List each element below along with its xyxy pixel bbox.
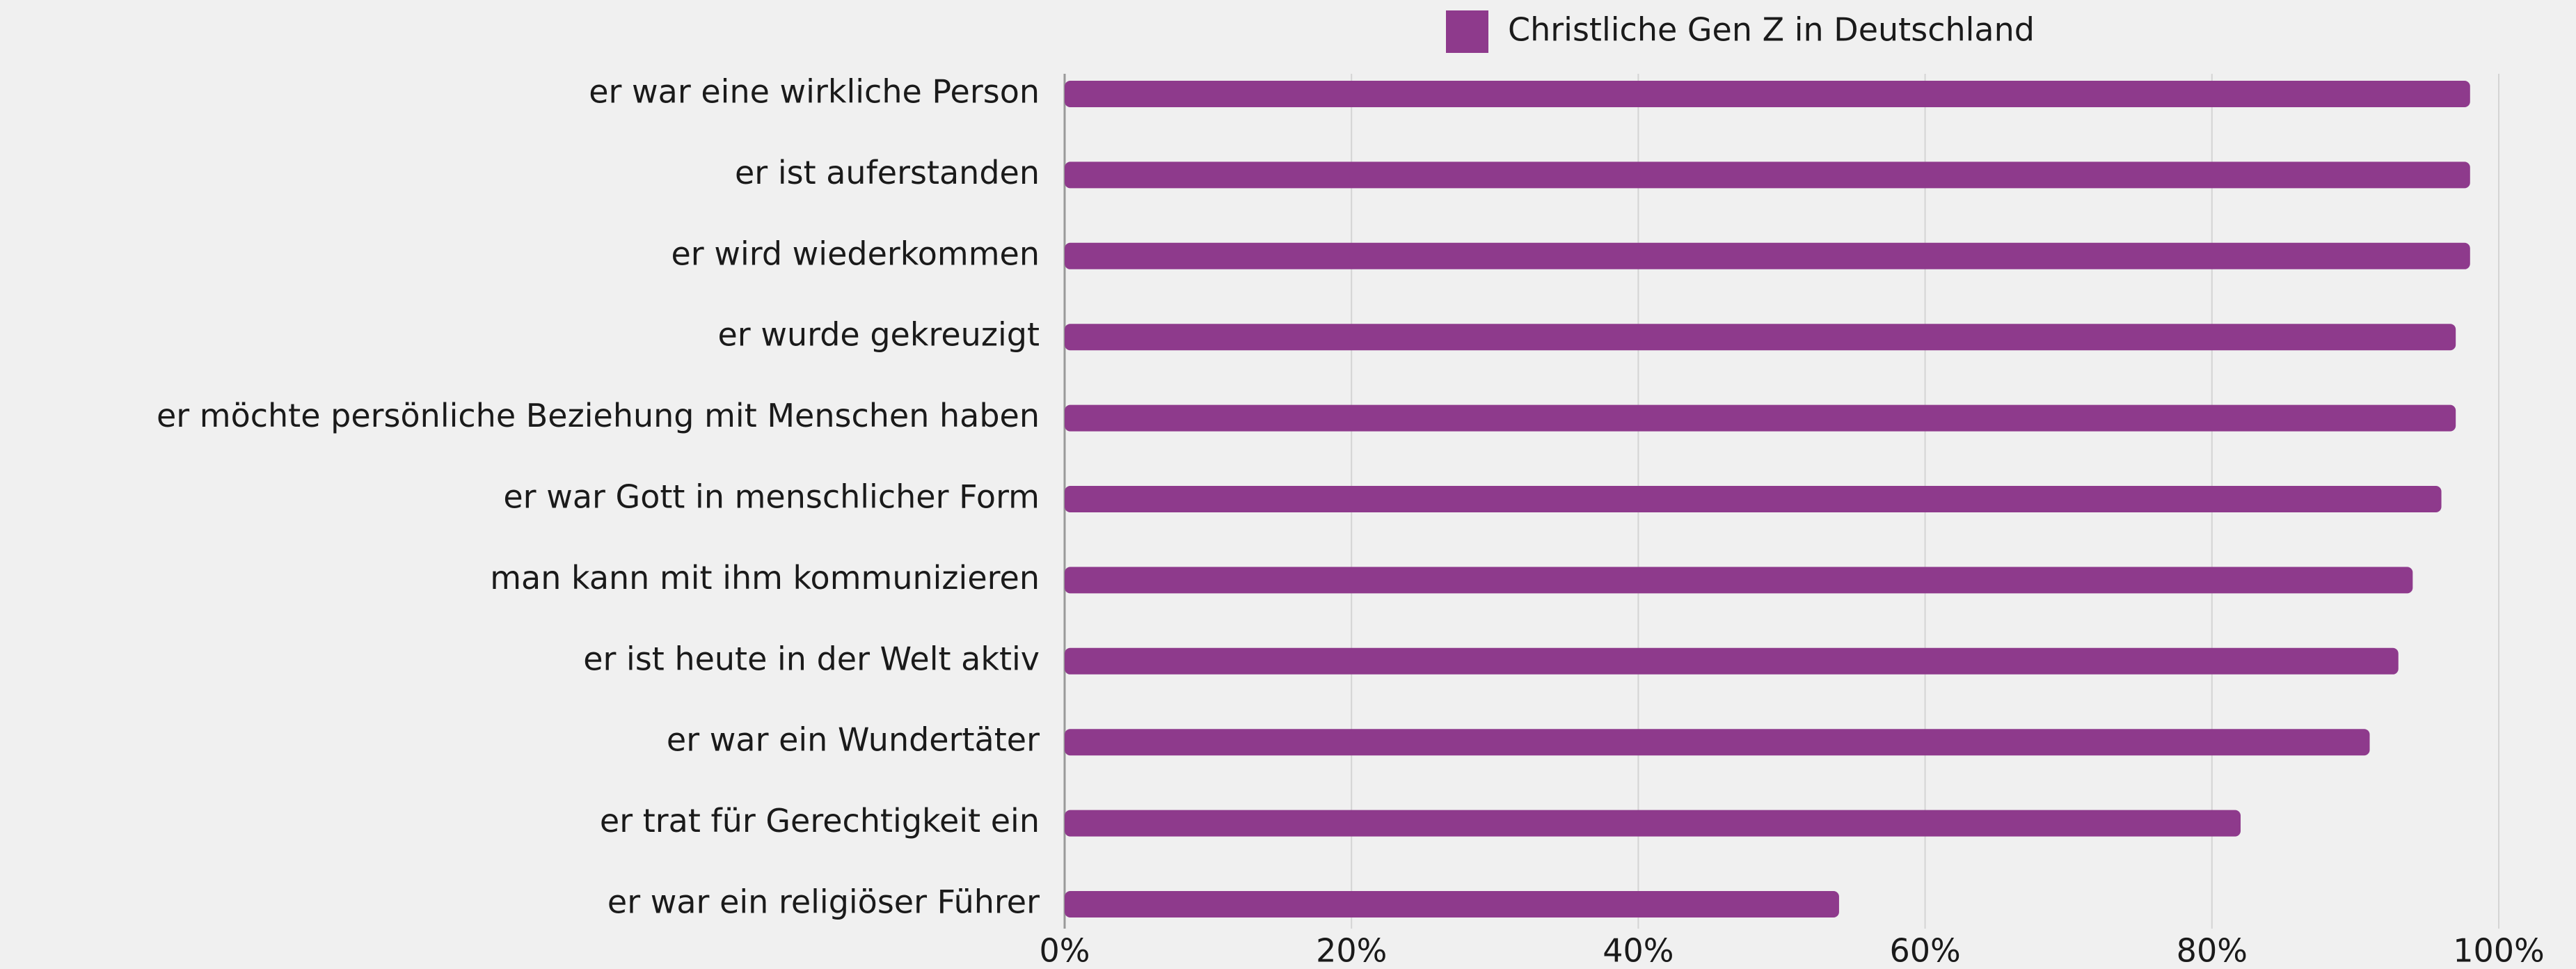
y-tick-label: er wird wiederkommen (671, 235, 1040, 272)
y-tick-label: er war eine wirkliche Person (589, 73, 1040, 111)
bar (1065, 324, 2456, 351)
x-tick-label: 0% (1040, 932, 1090, 969)
bar (1065, 404, 2456, 432)
x-tick-label: 40% (1603, 932, 1673, 969)
x-tick-label: 100% (2453, 932, 2545, 969)
y-tick-label: er war ein Wundertäter (667, 721, 1040, 759)
x-tick-label: 20% (1316, 932, 1387, 969)
y-tick-label: er möchte persönliche Beziehung mit Mens… (157, 397, 1040, 434)
y-tick-label: man kann mit ihm kommunizieren (490, 559, 1040, 597)
bar (1065, 567, 2413, 594)
bar (1065, 647, 2399, 675)
bar (1065, 81, 2470, 107)
bar (1065, 891, 1839, 917)
legend-swatch (1446, 10, 1488, 53)
y-tick-label: er war ein religiöser Führer (607, 883, 1040, 921)
y-tick-label: er trat für Gerechtigkeit ein (600, 802, 1040, 840)
bar (1065, 810, 2241, 837)
y-tick-label: er wurde gekreuzigt (718, 316, 1040, 354)
bar (1065, 486, 2442, 512)
bar (1065, 162, 2470, 189)
bar (1065, 729, 2370, 756)
y-tick-label: er war Gott in menschlicher Form (503, 478, 1040, 516)
y-tick-label: er ist auferstanden (735, 154, 1040, 191)
y-tick-label: er ist heute in der Welt aktiv (583, 640, 1040, 677)
x-tick-label: 60% (1889, 932, 1960, 969)
x-tick-label: 80% (2177, 932, 2248, 969)
legend-label: Christliche Gen Z in Deutschland (1508, 11, 2035, 49)
bar (1065, 242, 2470, 269)
